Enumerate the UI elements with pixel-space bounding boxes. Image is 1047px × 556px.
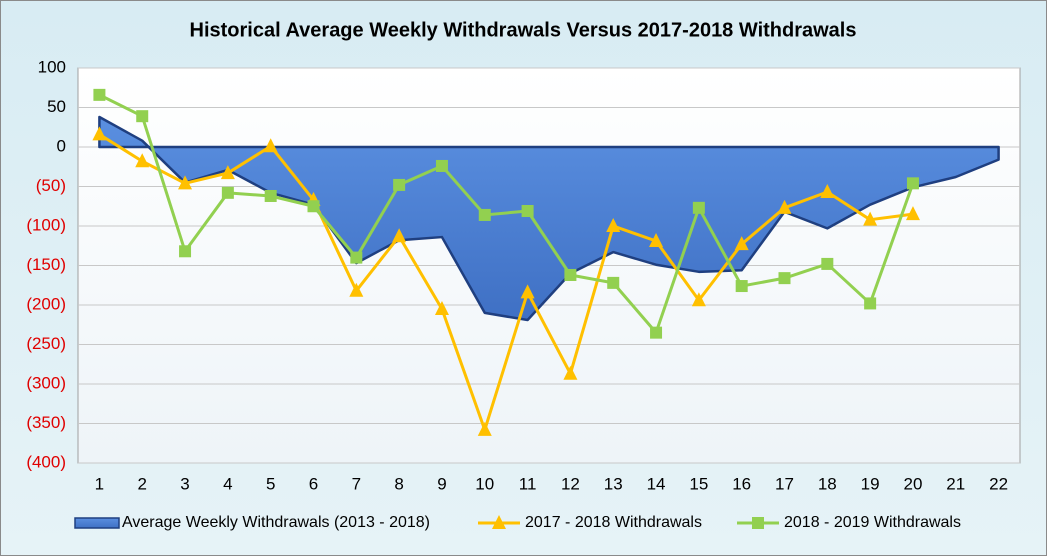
marker [778,272,791,285]
marker [650,326,663,339]
marker [135,153,150,168]
legend-label: Average Weekly Withdrawals (2013 - 2018) [122,514,430,531]
line [98,133,914,432]
x-tick-label: 18 [818,474,837,493]
marker [520,284,535,299]
chart-title: Historical Average Weekly Withdrawals Ve… [190,19,857,41]
marker [777,199,792,214]
marker [905,206,920,221]
marker [350,251,363,264]
x-tick-label: 19 [861,474,880,493]
marker [734,236,749,251]
x-tick-label: 17 [775,474,794,493]
x-tick-label: 11 [519,474,537,493]
marker [692,201,705,214]
marker [263,138,278,153]
marker [649,233,664,248]
y-tick-label: 100 [38,57,66,76]
legend-marker [752,517,764,529]
x-tick-label: 15 [689,474,708,493]
x-tick-label: 9 [437,474,446,493]
legend-marker [492,515,506,529]
marker [521,204,534,217]
marker [264,189,277,202]
marker [349,282,364,297]
x-tick-label: 8 [394,474,403,493]
x-tick-label: 10 [475,474,494,493]
x-tick-label: 7 [352,474,361,493]
marker [821,257,834,270]
marker [691,292,706,307]
x-tick-label: 2 [137,474,146,493]
legend-label: 2017 - 2018 Withdrawals [525,514,702,531]
legend-swatch [74,517,120,529]
x-tick-label: 21 [946,474,965,493]
marker [92,126,107,141]
marker [477,421,492,436]
marker [607,276,620,289]
x-tick-label: 14 [647,474,666,493]
y-tick-label: 50 [47,97,66,116]
y-tick-label: (400) [26,452,66,471]
marker [136,110,149,123]
x-tick-label: 3 [180,474,189,493]
marker [864,297,877,310]
y-tick-label: (350) [26,413,66,432]
marker [906,177,919,190]
x-tick-label: 12 [561,474,580,493]
y-tick-label: 0 [57,136,66,155]
marker [435,159,448,172]
y-tick-label: (200) [26,294,66,313]
x-tick-label: 16 [732,474,751,493]
marker [179,245,192,258]
marker [478,208,491,221]
marker [221,186,234,199]
y-tick-label: (50) [36,176,66,195]
marker [392,228,407,243]
y-tick-label: (100) [26,215,66,234]
x-tick-label: 20 [903,474,922,493]
x-tick-label: 5 [266,474,275,493]
marker [820,184,835,199]
x-tick-label: 1 [95,474,104,493]
marker [863,211,878,226]
x-tick-label: 13 [604,474,623,493]
line [98,93,915,335]
marker [434,300,449,315]
marker [93,88,106,101]
x-tick-label: 22 [989,474,1008,493]
y-tick-label: (150) [26,255,66,274]
marker [220,165,235,180]
marker [393,178,406,191]
marker [307,200,320,213]
legend-label: 2018 - 2019 Withdrawals [784,514,961,531]
y-tick-label: (250) [26,334,66,353]
marker [564,268,577,281]
marker [735,280,748,293]
marker [606,218,621,232]
x-tick-label: 4 [223,474,232,493]
marker [563,365,578,380]
marker [178,175,193,190]
y-tick-label: (300) [26,373,66,392]
x-tick-label: 6 [309,474,318,493]
